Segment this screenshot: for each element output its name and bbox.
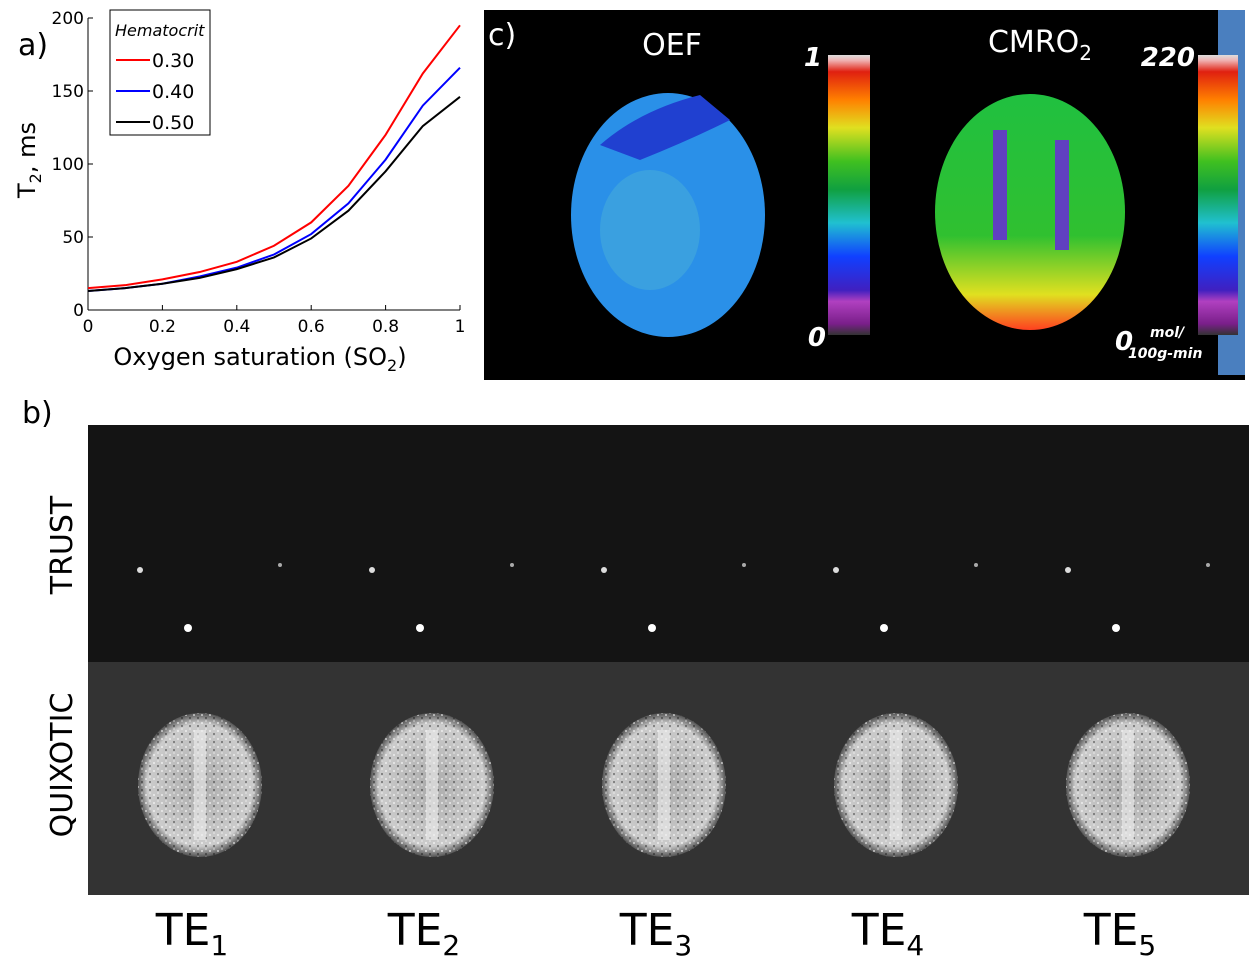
trust-spot bbox=[1065, 567, 1071, 573]
trust-spot bbox=[833, 567, 839, 573]
cmro2-map bbox=[935, 94, 1125, 330]
cmro2-region bbox=[1055, 140, 1069, 250]
label-text: TE bbox=[1083, 905, 1139, 956]
colorbar-max: 220 bbox=[1141, 43, 1195, 73]
trust-spot bbox=[416, 624, 424, 632]
label-text: TE bbox=[619, 905, 675, 956]
quixotic-midline bbox=[890, 730, 902, 840]
column-label: TE4 bbox=[851, 905, 925, 956]
label-text: TE bbox=[155, 905, 211, 956]
trust-row bbox=[88, 425, 1249, 662]
trust-spot bbox=[880, 624, 888, 632]
column-label: TE3 bbox=[619, 905, 693, 956]
trust-spot bbox=[369, 567, 375, 573]
unit-label: 100g-min bbox=[1128, 346, 1202, 362]
legend-label: 0.50 bbox=[152, 112, 194, 134]
label-subscript: 4 bbox=[906, 929, 924, 956]
x-tick-label: 0.8 bbox=[372, 317, 399, 337]
trust-spot bbox=[278, 563, 282, 567]
panel-label: c) bbox=[488, 18, 516, 53]
x-tick-label: 0.4 bbox=[223, 317, 250, 337]
x-tick-label: 0 bbox=[83, 317, 94, 337]
y-tick-label: 50 bbox=[62, 228, 84, 248]
trust-spot bbox=[510, 563, 514, 567]
panel-label: b) bbox=[22, 396, 53, 431]
legend-label: 0.40 bbox=[152, 81, 194, 103]
label-text: Oxygen saturation (SO bbox=[113, 343, 387, 371]
row-label: QUIXOTIC bbox=[45, 693, 80, 838]
unit-label: mol/ bbox=[1150, 325, 1186, 341]
column-label: TE1 bbox=[155, 905, 229, 956]
quixotic-midline bbox=[658, 730, 670, 840]
label-subscript: 3 bbox=[674, 929, 692, 956]
quixotic-midline bbox=[194, 730, 206, 840]
trust-spot bbox=[1112, 624, 1120, 632]
label-subscript: 2 bbox=[387, 356, 397, 375]
label-subscript: 1 bbox=[210, 929, 228, 956]
colorbar bbox=[1198, 55, 1238, 335]
x-axis-label: Oxygen saturation (SO2) bbox=[113, 343, 406, 375]
colorbar-min: 0 bbox=[808, 323, 826, 353]
label-text: TE bbox=[387, 905, 443, 956]
trust-spot bbox=[137, 567, 143, 573]
title-subscript: 2 bbox=[1079, 41, 1092, 65]
x-tick-label: 1 bbox=[455, 317, 466, 337]
y-axis-label: T2, ms bbox=[13, 122, 45, 199]
cmro2-region bbox=[993, 130, 1007, 240]
trust-spot bbox=[974, 563, 978, 567]
trust-spot bbox=[184, 624, 192, 632]
map-title: CMRO2 bbox=[988, 25, 1092, 65]
column-label: TE2 bbox=[387, 905, 461, 956]
label-text: , ms bbox=[13, 122, 41, 173]
label-text: ) bbox=[397, 343, 406, 371]
trust-spot bbox=[648, 624, 656, 632]
y-tick-label: 150 bbox=[52, 82, 84, 102]
label-text: T bbox=[13, 183, 41, 199]
figure: a) 0 50 100 150 200 0 0.2 0.4 0.6 0.8 1 Hematocrit 0… bbox=[0, 0, 1249, 956]
panel-label: a) bbox=[18, 28, 48, 63]
label-subscript: 5 bbox=[1138, 929, 1156, 956]
trust-spot bbox=[601, 567, 607, 573]
colorbar bbox=[828, 55, 870, 335]
y-tick-label: 200 bbox=[52, 9, 84, 29]
map-title: OEF bbox=[642, 28, 702, 63]
column-label: TE5 bbox=[1083, 905, 1157, 956]
legend-label: 0.30 bbox=[152, 50, 194, 72]
oef-region bbox=[600, 170, 700, 290]
legend-title: Hematocrit bbox=[115, 21, 205, 40]
colorbar-max: 1 bbox=[804, 43, 822, 73]
x-tick-label: 0.6 bbox=[298, 317, 325, 337]
y-tick-label: 100 bbox=[52, 155, 84, 175]
label-subscript: 2 bbox=[442, 929, 460, 956]
x-tick-label: 0.2 bbox=[149, 317, 176, 337]
label-text: TE bbox=[851, 905, 907, 956]
trust-spot bbox=[1206, 563, 1210, 567]
row-label: TRUST bbox=[45, 495, 80, 595]
quixotic-midline bbox=[426, 730, 438, 840]
trust-spot bbox=[742, 563, 746, 567]
label-subscript: 2 bbox=[26, 173, 45, 183]
quixotic-midline bbox=[1122, 730, 1134, 840]
title-text: CMRO bbox=[988, 25, 1079, 60]
